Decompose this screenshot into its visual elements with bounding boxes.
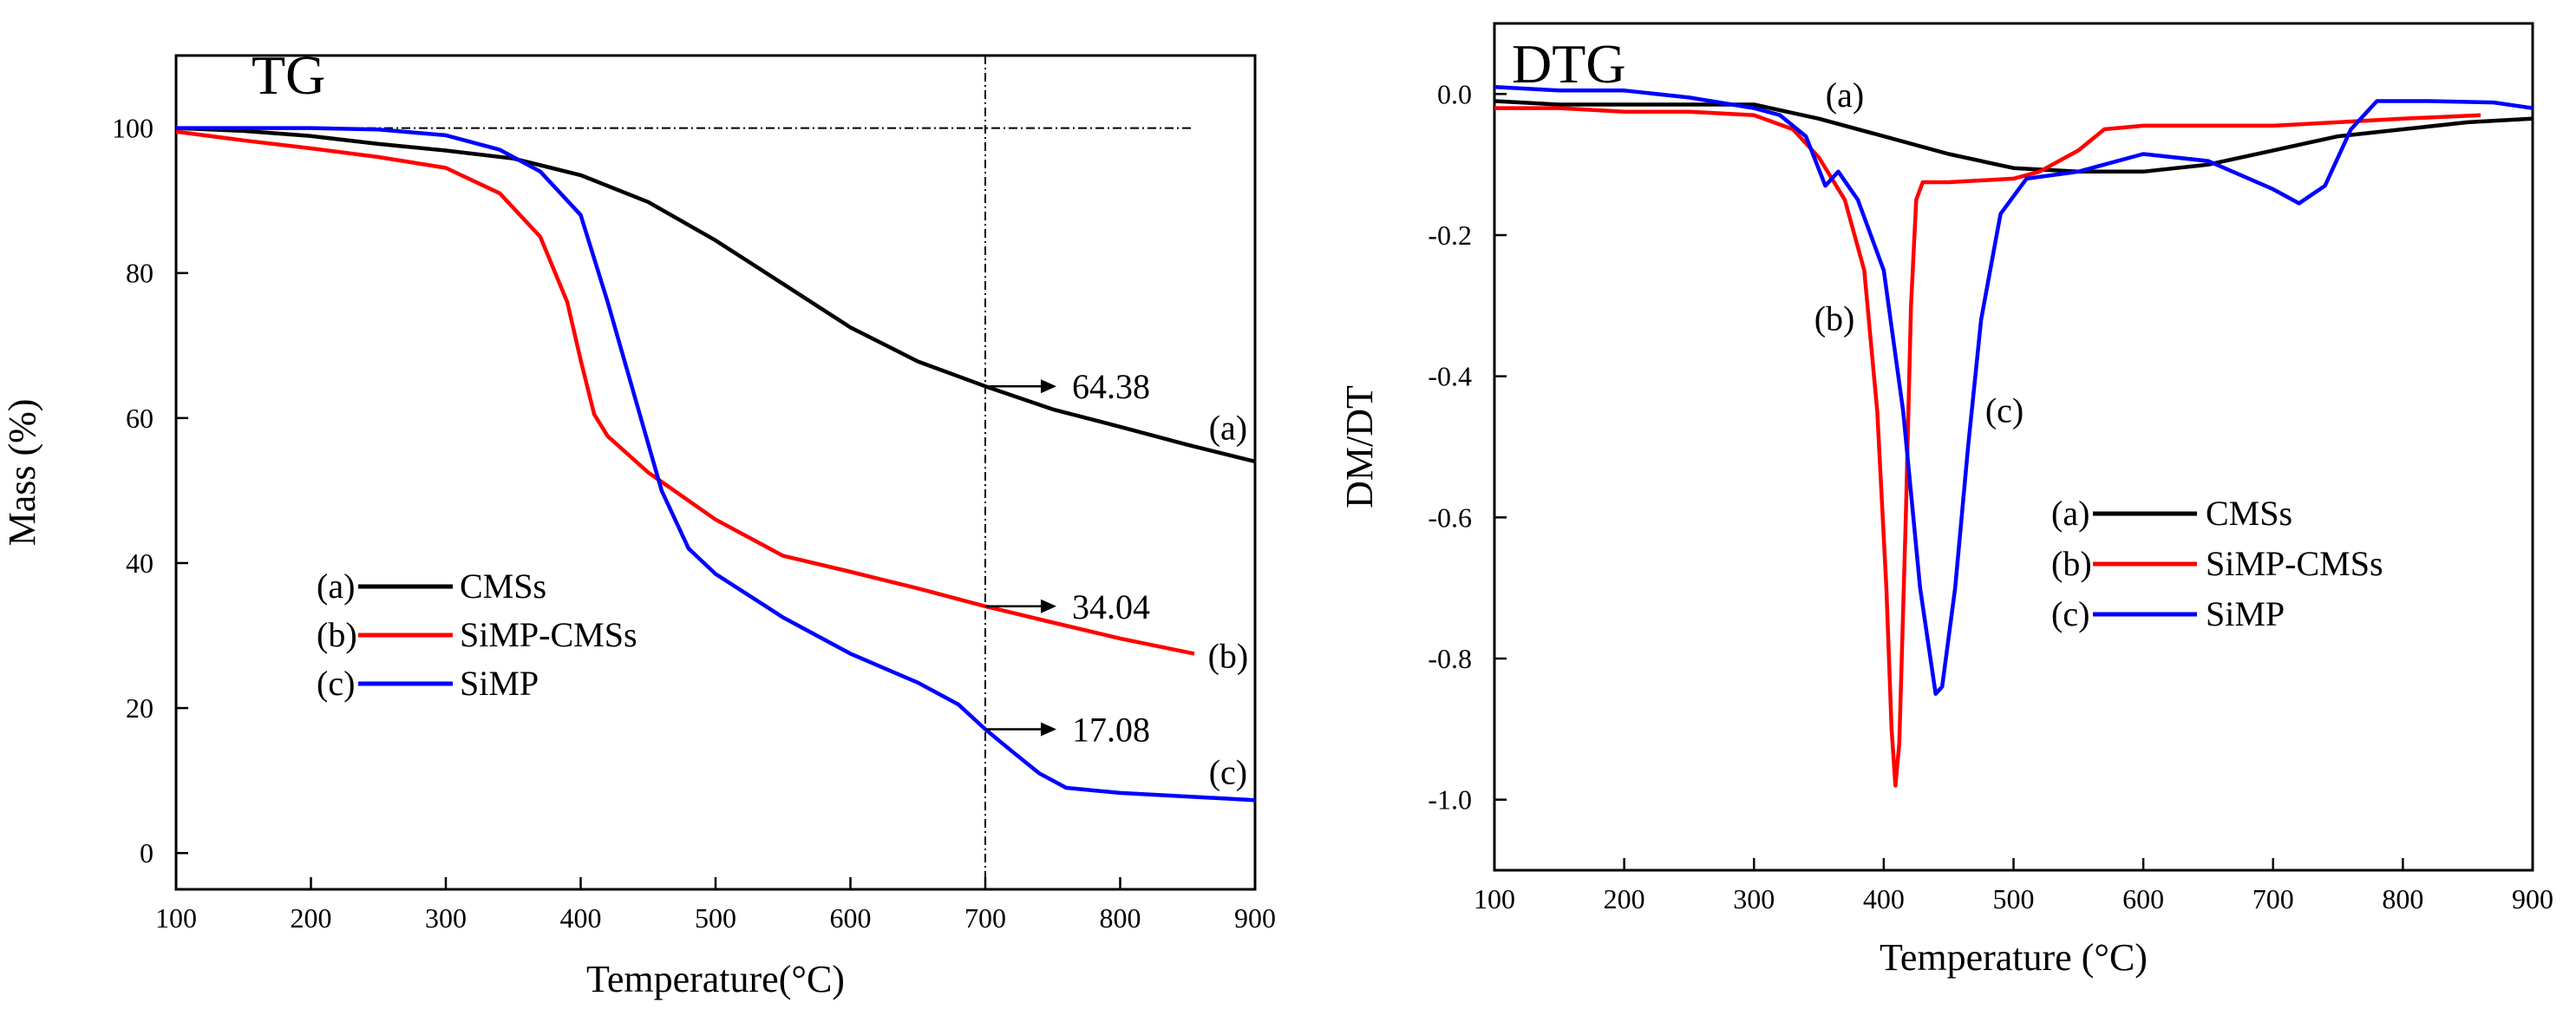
y-tick-label: -0.6 bbox=[1428, 501, 1472, 533]
plot-frame bbox=[1493, 22, 2534, 872]
y-tick-label: 80 bbox=[126, 258, 154, 289]
x-tick-label: 100 bbox=[155, 902, 197, 934]
y-tick-label: -0.2 bbox=[1428, 220, 1472, 251]
curve-label: (a) bbox=[1826, 75, 1864, 115]
legend-tag: (a) bbox=[2051, 494, 2089, 533]
y-tick-label: -1.0 bbox=[1428, 784, 1472, 816]
x-tick-label: 100 bbox=[1474, 883, 1515, 914]
curve-label: (c) bbox=[1209, 752, 1247, 791]
dtg-panel: 100 200 300 400 500 600 700 800 900 0.0 -0.2 -0.4 -0… bbox=[1338, 22, 2553, 979]
annotation-arrow-head bbox=[1041, 599, 1056, 613]
x-tick-label: 400 bbox=[1863, 883, 1905, 914]
series-group bbox=[176, 126, 1255, 803]
x-tick-label: 300 bbox=[425, 902, 467, 934]
legend-tag: (c) bbox=[2051, 594, 2089, 633]
series-simp-cmss-line bbox=[1494, 106, 2481, 788]
legend-label: SiMP-CMSs bbox=[460, 615, 637, 654]
legend-tag: (b) bbox=[2051, 544, 2092, 583]
legend-label: CMSs bbox=[460, 567, 546, 606]
y-tick-label: 20 bbox=[126, 692, 154, 724]
series-simp-cmss-line bbox=[176, 129, 1195, 656]
y-tick-label: 60 bbox=[126, 403, 154, 434]
annotation-value: 64.38 bbox=[1072, 367, 1150, 406]
legend-tag: (c) bbox=[317, 664, 355, 703]
y-tick-label: 0 bbox=[140, 837, 154, 869]
legend-label: SiMP bbox=[460, 664, 539, 703]
y-tick-label: -0.8 bbox=[1428, 643, 1472, 674]
x-tick-label: 500 bbox=[1993, 883, 2035, 914]
annotation-value: 34.04 bbox=[1072, 587, 1150, 626]
tg-panel: 100 200 300 400 500 600 700 800 900 0 20 40 60 80 100 T… bbox=[1, 44, 1276, 1000]
legend-tag: (b) bbox=[317, 615, 357, 654]
x-tick-label: 900 bbox=[2512, 883, 2553, 914]
legend-label: SiMP bbox=[2206, 594, 2285, 633]
x-tick-label: 600 bbox=[830, 902, 872, 934]
y-tick-label: 40 bbox=[126, 547, 154, 579]
y-tick-label: 0.0 bbox=[1437, 78, 1472, 109]
y-tick-label: 100 bbox=[112, 113, 154, 144]
x-tick-label: 300 bbox=[1733, 883, 1775, 914]
annotation-arrow-head bbox=[1041, 722, 1056, 737]
x-tick-label: 600 bbox=[2122, 883, 2164, 914]
curve-label: (b) bbox=[1814, 299, 1855, 338]
legend: (a) CMSs (b) SiMP-CMSs (c) SiMP bbox=[317, 567, 637, 703]
y-axis-title: DM/DT bbox=[1338, 385, 1381, 508]
annotation-value: 17.08 bbox=[1072, 710, 1150, 749]
x-tick-label: 700 bbox=[964, 902, 1006, 934]
plot-frame bbox=[174, 54, 1257, 891]
curve-label: (a) bbox=[1209, 408, 1247, 447]
legend-label: CMSs bbox=[2206, 494, 2292, 533]
legend-label: SiMP-CMSs bbox=[2206, 544, 2383, 583]
x-axis-title: Temperature (°C) bbox=[1880, 936, 2148, 979]
series-cmss-line bbox=[176, 126, 1255, 464]
legend-tag: (a) bbox=[317, 567, 355, 606]
x-axis-title: Temperature(°C) bbox=[586, 958, 845, 1000]
x-tick-label: 700 bbox=[2252, 883, 2294, 914]
y-tick-label: -0.4 bbox=[1428, 361, 1472, 392]
annotation-arrow-head bbox=[1041, 379, 1056, 394]
x-tick-label: 900 bbox=[1234, 902, 1276, 934]
series-simp-line bbox=[176, 126, 1255, 803]
panel-title: DTG bbox=[1512, 33, 1626, 95]
x-tick-label: 800 bbox=[2382, 883, 2423, 914]
x-tick-label: 800 bbox=[1100, 902, 1141, 934]
series-group bbox=[1494, 84, 2533, 788]
x-tick-label: 200 bbox=[291, 902, 332, 934]
curve-label: (b) bbox=[1208, 637, 1249, 676]
x-tick-label: 500 bbox=[695, 902, 736, 934]
x-tick-label: 200 bbox=[1604, 883, 1645, 914]
series-simp-line bbox=[1494, 84, 2533, 696]
y-axis-title: Mass (%) bbox=[1, 399, 43, 547]
panel-title: TG bbox=[252, 44, 325, 106]
curve-label: (c) bbox=[1985, 390, 2024, 429]
x-tick-label: 400 bbox=[560, 902, 602, 934]
legend: (a) CMSs (b) SiMP-CMSs (c) SiMP bbox=[2051, 494, 2383, 633]
